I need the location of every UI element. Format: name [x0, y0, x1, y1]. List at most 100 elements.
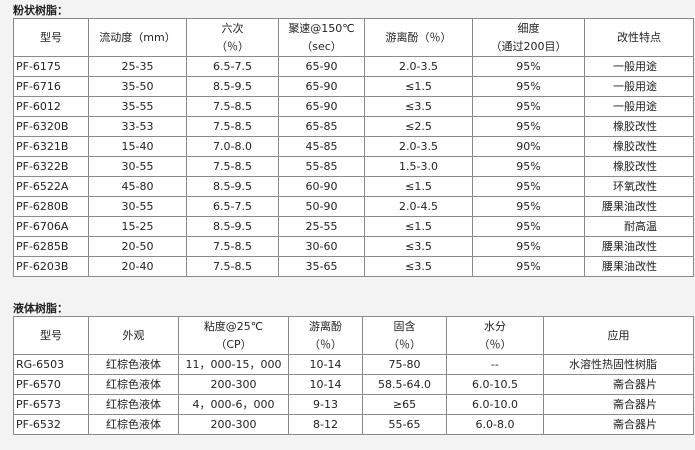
table-cell: 斋合器片 [543, 374, 694, 395]
table-cell: 95% [472, 76, 585, 97]
table-cell: 50-90 [278, 196, 365, 217]
powder-table: 型号 流动度（mm） 六次 （％） 聚速@150℃ （sec） 游离酚（％） 细度 （通过… [13, 18, 694, 277]
table-cell: 65-90 [278, 76, 365, 97]
table-cell: PF-6570 [13, 374, 89, 395]
header-cell: 固含 （％） [362, 316, 447, 355]
table-cell: PF-6532 [13, 414, 89, 435]
table-row: PF-6570 红棕色液体 200-300 10-14 58.5-64.0 6.0-10.… [13, 374, 694, 395]
table-cell: 60-90 [278, 176, 365, 197]
table-cell: 58.5-64.0 [362, 374, 447, 395]
table-cell: 20-40 [88, 256, 187, 277]
table-cell: 红棕色液体 [88, 374, 179, 395]
table-cell: 水溶性热固性树脂 [543, 354, 694, 375]
table-row: PF-6012 35-55 7.5-8.5 65-90 ≤3.5 95% 一般用途 [13, 96, 694, 117]
table-cell: 橡胶改性 [584, 116, 694, 137]
table-row: PF-6280B 30-55 6.5-7.5 50-90 2.0-4.5 95% 腰果油改性 [13, 196, 694, 217]
table-row: PF-6321B 15-40 7.0-8.0 45-85 2.0-3.5 90% 橡胶改性 [13, 136, 694, 157]
table-cell: PF-6012 [13, 96, 89, 117]
table-cell: 一般用途 [584, 76, 694, 97]
table-row: PF-6716 35-50 8.5-9.5 65-90 ≤1.5 95% 一般用途 [13, 76, 694, 97]
table-cell: 6.0-8.0 [446, 414, 544, 435]
table-cell: ≤1.5 [364, 76, 473, 97]
table-cell: 11，000-15，000 [178, 354, 289, 375]
table-row: RG-6503 红棕色液体 11，000-15，000 10-14 75-80 -- 水溶性… [13, 354, 694, 375]
table-cell: ≤3.5 [364, 96, 473, 117]
table-cell: 橡胶改性 [584, 136, 694, 157]
table-cell: 65-90 [278, 56, 365, 77]
table-cell: 6.0-10.5 [446, 374, 544, 395]
table-cell: 7.5-8.5 [186, 116, 279, 137]
table-cell: 65-85 [278, 116, 365, 137]
table-cell: PF-6320B [13, 116, 89, 137]
header-cell: 粘度@25℃ （CP） [178, 316, 289, 355]
table-cell: 25-35 [88, 56, 187, 77]
table-cell: 35-55 [88, 96, 187, 117]
table-cell: 7.0-8.0 [186, 136, 279, 157]
table-cell: 7.5-8.5 [186, 256, 279, 277]
table-cell: 一般用途 [584, 56, 694, 77]
table-cell: 环氧改性 [584, 176, 694, 197]
table-cell: 8.5-9.5 [186, 76, 279, 97]
table-cell: ≤3.5 [364, 256, 473, 277]
header-cell: 游离酚 （％） [288, 316, 363, 355]
table-cell: PF-6285B [13, 236, 89, 257]
table-cell: 腰果油改性 [584, 256, 694, 277]
table-cell: 7.5-8.5 [186, 96, 279, 117]
table-cell: 9-13 [288, 394, 363, 415]
table-cell: 1.5-3.0 [364, 156, 473, 177]
table-cell: 15-40 [88, 136, 187, 157]
table-cell: PF-6280B [13, 196, 89, 217]
header-cell: 细度 （通过200目） [472, 18, 585, 57]
table-cell: 95% [472, 216, 585, 237]
table-cell: 95% [472, 176, 585, 197]
table-cell: 95% [472, 156, 585, 177]
table-row: PF-6285B 20-50 7.5-8.5 30-60 ≤3.5 95% 腰果油改性 [13, 236, 694, 257]
table-cell: 10-14 [288, 374, 363, 395]
table-cell: 30-55 [88, 196, 187, 217]
header-row: 型号 外观 粘度@25℃ （CP） 游离酚 （％） 固含 （％） 水分 （％） 应用 [13, 316, 694, 355]
section-label: 液体树脂： [13, 302, 68, 315]
table-cell: PF-6706A [13, 216, 89, 237]
table-cell: 90% [472, 136, 585, 157]
table-cell: ≤1.5 [364, 176, 473, 197]
table-cell: ≤2.5 [364, 116, 473, 137]
table-cell: 红棕色液体 [88, 354, 179, 375]
table-cell: ≥65 [362, 394, 447, 415]
table-cell: 35-50 [88, 76, 187, 97]
table-cell: 55-85 [278, 156, 365, 177]
header-cell: 水分 （％） [446, 316, 544, 355]
table-cell: 8.5-9.5 [186, 176, 279, 197]
header-cell: 游离酚（％） [364, 18, 473, 57]
table-cell: PF-6321B [13, 136, 89, 157]
table-cell: PF-6522A [13, 176, 89, 197]
table-cell: 6.0-10.0 [446, 394, 544, 415]
header-cell: 型号 [13, 18, 89, 57]
table-cell: 红棕色液体 [88, 414, 179, 435]
table-row: PF-6175 25-35 6.5-7.5 65-90 2.0-3.5 95% 一般用途 [13, 56, 694, 77]
table-cell: 15-25 [88, 216, 187, 237]
table-cell: 橡胶改性 [584, 156, 694, 177]
table-cell: 2.0-3.5 [364, 136, 473, 157]
header-cell: 改性特点 [584, 18, 694, 57]
table-cell: 45-85 [278, 136, 365, 157]
table-cell: 200-300 [178, 414, 289, 435]
section-label: 粉状树脂： [13, 4, 68, 17]
table-row: PF-6203B 20-40 7.5-8.5 35-65 ≤3.5 95% 腰果油改性 [13, 256, 694, 277]
table-cell: ≤3.5 [364, 236, 473, 257]
table-row: PF-6322B 30-55 7.5-8.5 55-85 1.5-3.0 95% 橡胶改性 [13, 156, 694, 177]
table-cell: 200-300 [178, 374, 289, 395]
table-cell: 腰果油改性 [584, 196, 694, 217]
header-cell: 应用 [543, 316, 694, 355]
table-cell: 斋合器片 [543, 394, 694, 415]
header-cell: 外观 [88, 316, 179, 355]
liquid-table: 型号 外观 粘度@25℃ （CP） 游离酚 （％） 固含 （％） 水分 （％） 应用 RG-6… [13, 316, 694, 435]
table-cell: 2.0-3.5 [364, 56, 473, 77]
table-cell: 45-80 [88, 176, 187, 197]
table-cell: PF-6716 [13, 76, 89, 97]
table-cell: 耐高温 [584, 216, 694, 237]
table-row: PF-6573 红棕色液体 4，000-6，000 9-13 ≥65 6.0-10.0 斋合… [13, 394, 694, 415]
table-cell: 75-80 [362, 354, 447, 375]
table-cell: 95% [472, 116, 585, 137]
table-cell: 30-55 [88, 156, 187, 177]
